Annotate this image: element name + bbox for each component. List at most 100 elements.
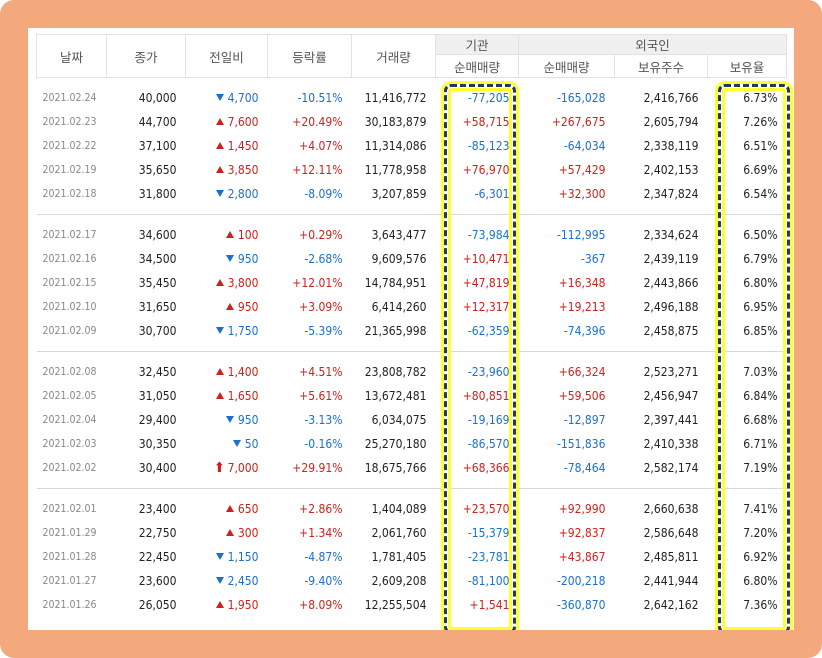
rate-cell: +8.09% — [299, 598, 343, 612]
rate-cell: -4.87% — [304, 550, 343, 564]
row-gap — [37, 352, 787, 360]
date-cell: 2021.02.02 — [42, 462, 97, 474]
inst-net-cell: -81,100 — [467, 574, 510, 588]
foreign-ratio-cell: 6.50% — [743, 228, 778, 242]
date-cell: 2021.01.26 — [42, 599, 97, 611]
close-cell: 30,400 — [138, 461, 177, 475]
date-cell: 2021.02.16 — [42, 253, 97, 265]
rate-cell: +2.86% — [299, 502, 343, 516]
inst-net-cell: -77,205 — [467, 91, 510, 105]
rate-cell: +12.01% — [292, 276, 343, 290]
close-cell: 35,650 — [138, 163, 177, 177]
rate-cell: -0.16% — [304, 437, 343, 451]
group-separator — [36, 488, 787, 489]
volume-cell: 12,255,504 — [364, 598, 427, 612]
rate-cell: -2.68% — [304, 252, 343, 266]
foreign-net-cell: +59,506 — [558, 389, 606, 403]
row-gap — [37, 215, 787, 223]
date-cell: 2021.02.10 — [42, 301, 97, 313]
close-cell: 26,050 — [138, 598, 177, 612]
rate-cell: +4.51% — [299, 365, 343, 379]
volume-cell: 1,404,089 — [371, 502, 427, 516]
change-value: 1,950 — [227, 598, 259, 612]
down-triangle-icon — [225, 255, 234, 262]
foreign-net-cell: -64,034 — [563, 139, 606, 153]
close-cell: 23,600 — [138, 574, 177, 588]
foreign-net-cell: -360,870 — [556, 598, 606, 612]
volume-cell: 13,672,481 — [364, 389, 427, 403]
foreign-net-cell: +267,675 — [551, 115, 606, 129]
inst-net-cell: +10,471 — [462, 252, 510, 266]
table-row: 2021.02.24 40,000 4,700 -10.51% 11,416,772 -7… — [37, 86, 787, 110]
row-gap — [37, 78, 787, 87]
foreign-hold-cell: 2,496,188 — [643, 300, 699, 314]
inst-net-cell: -62,359 — [467, 324, 510, 338]
date-cell: 2021.01.28 — [42, 551, 97, 563]
investor-trading-table: 날짜 종가 전일비 등락률 거래량 기관 외국인 순매매량 순매매량 보유주수 … — [36, 33, 788, 625]
inst-net-cell: +47,819 — [462, 276, 510, 290]
close-cell: 22,450 — [138, 550, 177, 564]
close-cell: 30,350 — [138, 437, 177, 451]
change-cell: 7,600 — [186, 110, 268, 134]
volume-cell: 23,808,782 — [364, 365, 427, 379]
change-cell: 1,750 — [186, 319, 268, 343]
foreign-ratio-cell: 6.79% — [743, 252, 778, 266]
header-inst-net: 순매매량 — [435, 54, 519, 78]
foreign-net-cell: -74,396 — [563, 324, 606, 338]
change-cell: 2,800 — [186, 182, 268, 206]
table-row: 2021.02.05 31,050 1,650 +5.61% 13,672,481 +80… — [37, 384, 787, 408]
change-cell: 3,850 — [186, 158, 268, 182]
inst-net-cell: +12,317 — [462, 300, 510, 314]
change-cell: 4,700 — [186, 86, 268, 110]
foreign-ratio-cell: 6.80% — [743, 574, 778, 588]
change-value: 7,600 — [227, 115, 259, 129]
row-gap — [37, 343, 787, 351]
foreign-hold-cell: 2,410,338 — [643, 437, 699, 451]
date-cell: 2021.02.17 — [42, 229, 97, 241]
date-cell: 2021.02.08 — [42, 366, 97, 378]
change-value: 7,000 — [227, 461, 259, 475]
foreign-hold-cell: 2,605,794 — [643, 115, 699, 129]
limit-up-arrow-icon: ⬆ — [214, 460, 225, 476]
foreign-net-cell: +16,348 — [558, 276, 606, 290]
volume-cell: 6,414,260 — [371, 300, 427, 314]
up-triangle-icon — [225, 303, 234, 310]
change-cell: 1,150 — [186, 545, 268, 569]
volume-cell: 2,061,760 — [371, 526, 427, 540]
table-row: 2021.02.23 44,700 7,600 +20.49% 30,183,879 +5… — [37, 110, 787, 134]
change-value: 650 — [237, 502, 259, 516]
table-row: 2021.01.27 23,600 2,450 -9.40% 2,609,208 -81,… — [37, 569, 787, 593]
inst-net-cell: +23,570 — [462, 502, 510, 516]
close-cell: 34,500 — [138, 252, 177, 266]
trading-table-panel: 날짜 종가 전일비 등락률 거래량 기관 외국인 순매매량 순매매량 보유주수 … — [28, 28, 794, 630]
table-row: 2021.02.08 32,450 1,400 +4.51% 23,808,782 -23… — [37, 360, 787, 384]
foreign-ratio-cell: 6.73% — [743, 91, 778, 105]
foreign-hold-cell: 2,443,866 — [643, 276, 699, 290]
volume-cell: 11,416,772 — [364, 91, 427, 105]
foreign-ratio-cell: 6.84% — [743, 389, 778, 403]
up-triangle-icon — [215, 166, 224, 173]
inst-net-cell: +80,851 — [462, 389, 510, 403]
volume-cell: 3,207,859 — [371, 187, 427, 201]
rate-cell: -3.13% — [304, 413, 343, 427]
header-foreign-ratio: 보유율 — [706, 54, 788, 78]
change-value: 1,750 — [227, 324, 259, 338]
foreign-net-cell: +92,990 — [558, 502, 606, 516]
change-value: 950 — [237, 300, 259, 314]
foreign-net-cell: -151,836 — [556, 437, 606, 451]
close-cell: 31,800 — [138, 187, 177, 201]
up-triangle-icon — [215, 142, 224, 149]
close-cell: 29,400 — [138, 413, 177, 427]
change-value: 3,800 — [227, 276, 259, 290]
foreign-hold-cell: 2,347,824 — [643, 187, 699, 201]
table-row: 2021.01.26 26,050 1,950 +8.09% 12,255,504 +1,… — [37, 593, 787, 617]
foreign-hold-cell: 2,586,648 — [643, 526, 699, 540]
rate-cell: -10.51% — [297, 91, 343, 105]
foreign-hold-cell: 2,660,638 — [643, 502, 699, 516]
highlight-institution-column — [444, 84, 516, 630]
foreign-ratio-cell: 7.26% — [743, 115, 778, 129]
foreign-net-cell: +66,324 — [558, 365, 606, 379]
change-value: 300 — [237, 526, 259, 540]
inst-net-cell: +68,366 — [462, 461, 510, 475]
change-value: 1,400 — [227, 365, 259, 379]
